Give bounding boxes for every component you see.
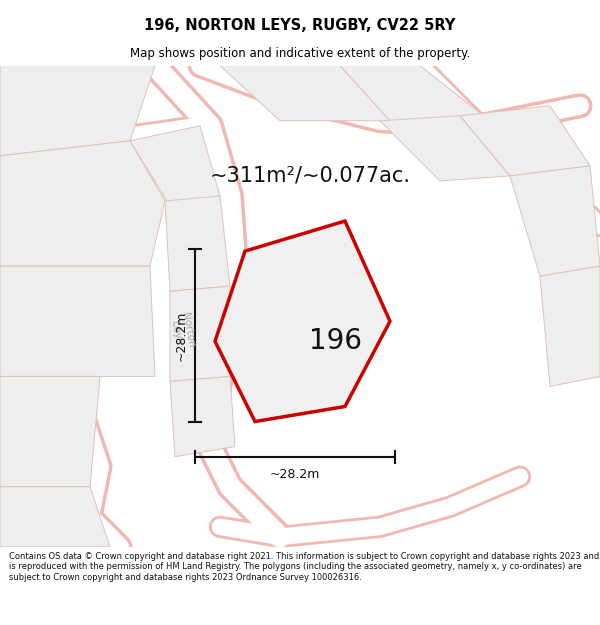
Polygon shape: [0, 266, 155, 376]
Polygon shape: [0, 376, 100, 487]
Text: Map shows position and indicative extent of the property.: Map shows position and indicative extent…: [130, 47, 470, 60]
Text: 196, NORTON LEYS, RUGBY, CV22 5RY: 196, NORTON LEYS, RUGBY, CV22 5RY: [145, 18, 455, 32]
Polygon shape: [165, 196, 230, 291]
Polygon shape: [510, 166, 600, 276]
Polygon shape: [540, 266, 600, 386]
Polygon shape: [215, 221, 390, 421]
Text: ~311m²/~0.077ac.: ~311m²/~0.077ac.: [209, 166, 410, 186]
Text: Contains OS data © Crown copyright and database right 2021. This information is : Contains OS data © Crown copyright and d…: [9, 552, 599, 582]
Polygon shape: [170, 376, 235, 457]
Text: ~28.2m: ~28.2m: [270, 468, 320, 481]
Polygon shape: [0, 66, 155, 156]
Polygon shape: [0, 141, 165, 266]
Polygon shape: [220, 66, 390, 121]
Polygon shape: [170, 286, 230, 381]
Polygon shape: [340, 66, 490, 121]
Polygon shape: [0, 487, 110, 547]
Text: Norton
Leys: Norton Leys: [168, 312, 196, 351]
Text: ~28.2m: ~28.2m: [175, 310, 187, 361]
Polygon shape: [460, 106, 590, 176]
Polygon shape: [130, 126, 220, 206]
Polygon shape: [380, 116, 510, 181]
Text: 196: 196: [308, 328, 361, 356]
